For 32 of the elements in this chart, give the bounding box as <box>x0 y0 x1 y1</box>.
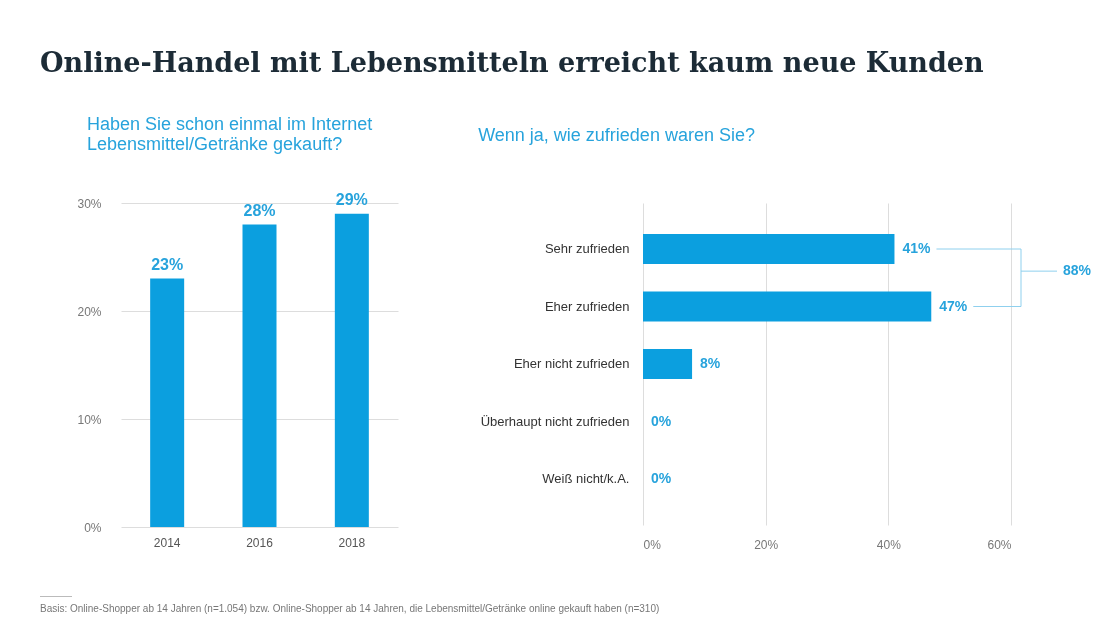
x-tick-label: 2016 <box>246 535 274 550</box>
y-tick-label: Sehr zufrieden <box>544 241 630 256</box>
x-tick-label: 20% <box>754 537 779 552</box>
x-tick-label: 40% <box>876 537 902 552</box>
data-label: 47% <box>939 297 968 314</box>
data-label: 41% <box>902 240 932 256</box>
text: 88% <box>1063 262 1092 279</box>
chart-title: Wenn ja, wie zufrieden waren Sie? <box>478 125 755 145</box>
y-tick-label: Eher nicht zufrieden <box>513 356 630 371</box>
y-tick-label: 30% <box>77 196 102 211</box>
y-tick-label: 0% <box>84 520 102 535</box>
data-label: 0% <box>651 412 672 429</box>
y-tick-label: Eher zufrieden <box>544 298 630 314</box>
x-tick-label: 0% <box>643 537 662 552</box>
x-tick-label: 2014 <box>153 535 181 550</box>
y-tick-label: Weiß nicht/k.A. <box>542 471 630 486</box>
x-tick-label: 2018 <box>338 535 366 550</box>
y-tick-label: 20% <box>77 304 102 319</box>
bar <box>334 213 369 527</box>
data-label: 29% <box>335 190 368 208</box>
data-label: 28% <box>243 201 276 219</box>
data-label: 8% <box>700 355 721 371</box>
x-tick-label: 60% <box>987 537 1012 552</box>
bar <box>242 224 277 527</box>
data-label: 23% <box>151 255 184 273</box>
text: Basis: Online-Shopper ab 14 Jahren (n=1.054) bzw. Online-Shopper ab 14 Jahren, die Lebensmittel/Getränke online gekauft haben (n=310) <box>40 603 660 614</box>
y-tick-label: Überhaupt nicht zufrieden <box>480 413 630 429</box>
data-label: 0% <box>651 470 672 486</box>
bar <box>150 278 185 527</box>
chart-subtitle: Haben Sie schon einmal im Internet Lebensmittel/Getränke gekauft? <box>87 113 373 154</box>
y-tick-label: 10% <box>77 412 102 427</box>
text: Online-Handel mit Lebensmitteln erreicht kaum neue Kunden <box>40 46 985 78</box>
